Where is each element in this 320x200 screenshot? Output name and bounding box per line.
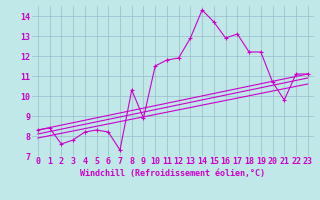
X-axis label: Windchill (Refroidissement éolien,°C): Windchill (Refroidissement éolien,°C) xyxy=(80,169,265,178)
